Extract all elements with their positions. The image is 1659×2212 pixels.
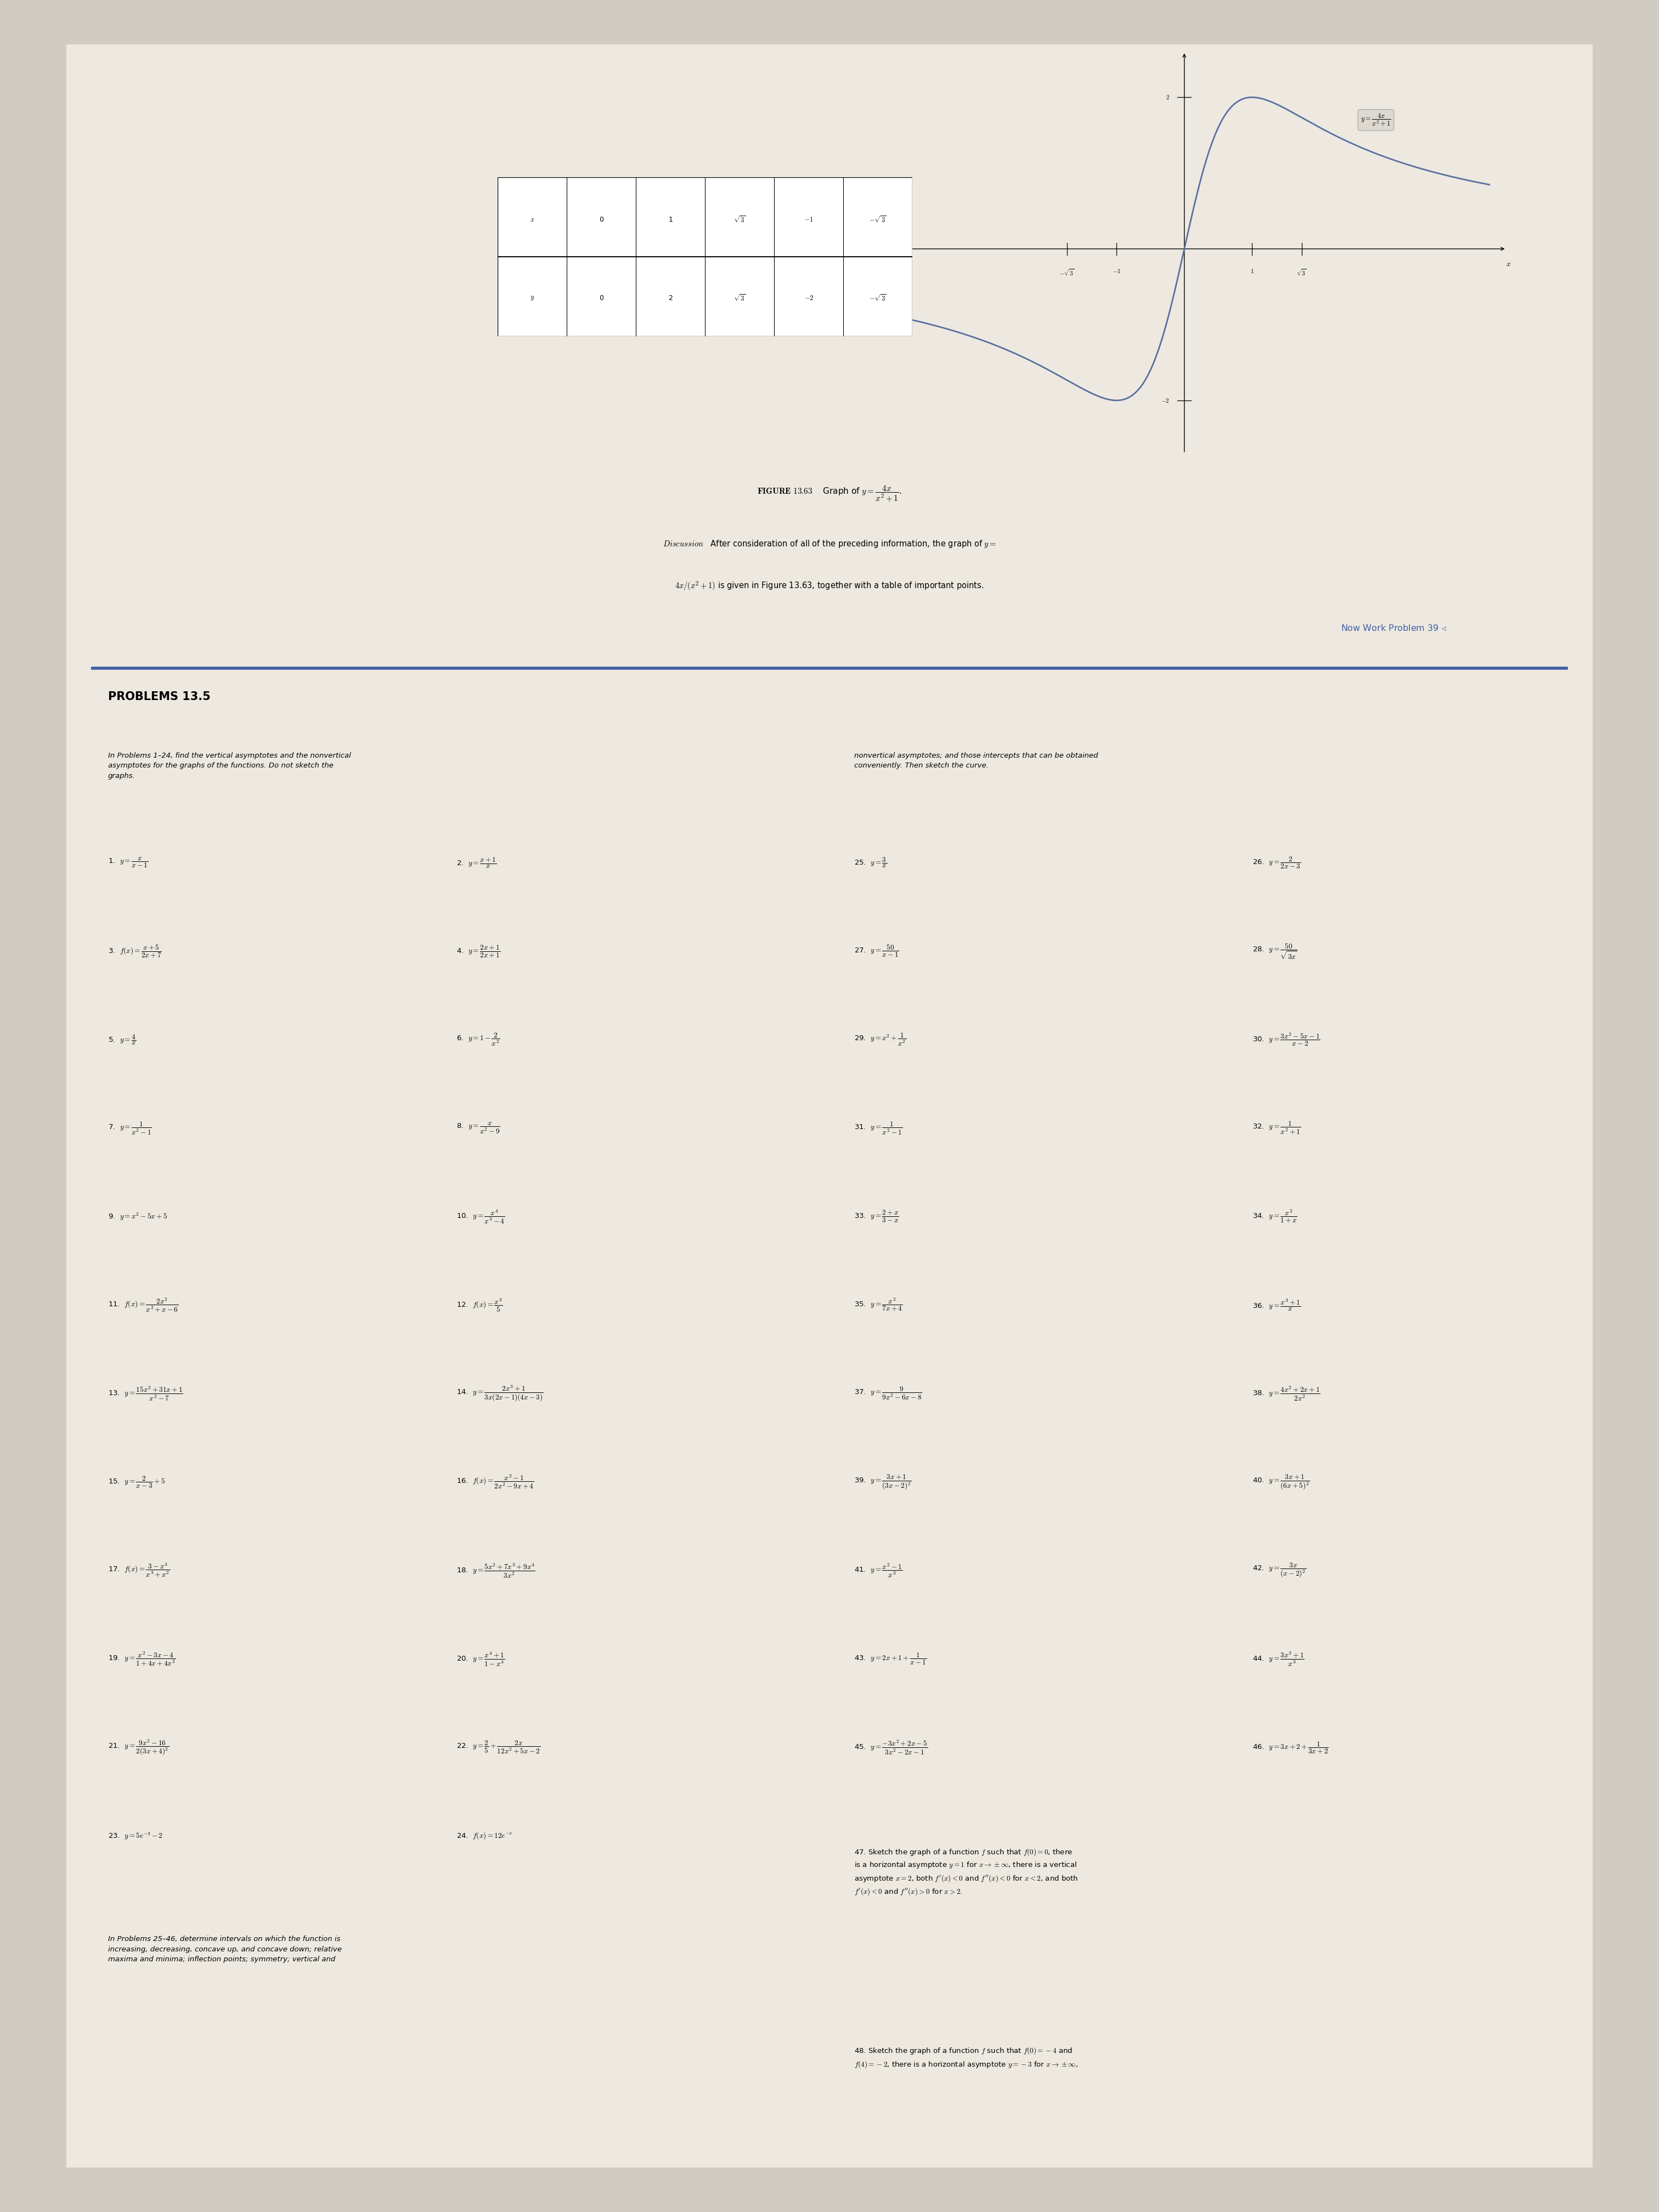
Text: 27.  $y = \dfrac{50}{x-1}$: 27. $y = \dfrac{50}{x-1}$	[854, 945, 899, 958]
Text: 31.  $y = \dfrac{1}{x^2-1}$: 31. $y = \dfrac{1}{x^2-1}$	[854, 1119, 902, 1137]
Text: 6.  $y = 1 - \dfrac{2}{x^2}$: 6. $y = 1 - \dfrac{2}{x^2}$	[456, 1031, 499, 1048]
Text: 32.  $y = \dfrac{1}{x^2+1}$: 32. $y = \dfrac{1}{x^2+1}$	[1253, 1119, 1301, 1137]
Text: 2.  $y = \dfrac{x+1}{x}$: 2. $y = \dfrac{x+1}{x}$	[456, 856, 496, 869]
Text: $x$: $x$	[529, 217, 534, 223]
Text: 33.  $y = \dfrac{2+x}{3-x}$: 33. $y = \dfrac{2+x}{3-x}$	[854, 1210, 899, 1223]
Text: $4x/(x^2 + 1)$ is given in Figure 13.63, together with a table of important poin: $4x/(x^2 + 1)$ is given in Figure 13.63,…	[675, 580, 984, 593]
Text: $-\sqrt{3}$: $-\sqrt{3}$	[869, 294, 886, 303]
Text: 10.  $y = \dfrac{x^4}{x^3-4}$: 10. $y = \dfrac{x^4}{x^3-4}$	[456, 1208, 504, 1225]
Text: $-1$: $-1$	[805, 217, 813, 223]
Text: 41.  $y = \dfrac{x^2-1}{x^3}$: 41. $y = \dfrac{x^2-1}{x^3}$	[854, 1562, 902, 1579]
Text: 18.  $y = \dfrac{5x^2+7x^3+9x^4}{3x^2}$: 18. $y = \dfrac{5x^2+7x^3+9x^4}{3x^2}$	[456, 1562, 536, 1579]
Text: 35.  $y = \dfrac{x^2}{7x+4}$: 35. $y = \dfrac{x^2}{7x+4}$	[854, 1296, 902, 1314]
Text: $\sqrt{3}$: $\sqrt{3}$	[733, 215, 745, 226]
Text: 46.  $y = 3x+2+\dfrac{1}{3x+2}$: 46. $y = 3x+2+\dfrac{1}{3x+2}$	[1253, 1741, 1329, 1754]
Text: 4.  $y = \dfrac{2x+1}{2x+1}$: 4. $y = \dfrac{2x+1}{2x+1}$	[456, 945, 499, 958]
Text: $-1$: $-1$	[1112, 268, 1121, 274]
Text: 21.  $y = \dfrac{9x^2-16}{2(3x+4)^2}$: 21. $y = \dfrac{9x^2-16}{2(3x+4)^2}$	[108, 1739, 169, 1756]
Text: 24.  $f(x) = 12e^{-x}$: 24. $f(x) = 12e^{-x}$	[456, 1832, 513, 1840]
Text: 11.  $f(x) = \dfrac{2x^2}{x^2+x-6}$: 11. $f(x) = \dfrac{2x^2}{x^2+x-6}$	[108, 1296, 178, 1314]
Text: 23.  $y = 5e^{-3} - 2$: 23. $y = 5e^{-3} - 2$	[108, 1832, 163, 1840]
Text: 40.  $y = \dfrac{3x+1}{(6x+5)^2}$: 40. $y = \dfrac{3x+1}{(6x+5)^2}$	[1253, 1473, 1311, 1491]
Text: 26.  $y = \dfrac{2}{2x-3}$: 26. $y = \dfrac{2}{2x-3}$	[1253, 856, 1301, 869]
Text: 44.  $y = \dfrac{3x^3+1}{x^3}$: 44. $y = \dfrac{3x^3+1}{x^3}$	[1253, 1650, 1304, 1668]
Text: 38.  $y = \dfrac{4x^2+2x+1}{2x^2}$: 38. $y = \dfrac{4x^2+2x+1}{2x^2}$	[1253, 1385, 1321, 1402]
Text: 0: 0	[599, 294, 604, 301]
Text: 34.  $y = \dfrac{x^2}{1+x}$: 34. $y = \dfrac{x^2}{1+x}$	[1253, 1208, 1297, 1225]
Text: 16.  $f(x) = \dfrac{x^2-1}{2x^2-9x+4}$: 16. $f(x) = \dfrac{x^2-1}{2x^2-9x+4}$	[456, 1473, 534, 1491]
Text: $y = \dfrac{4x}{x^2+1}$: $y = \dfrac{4x}{x^2+1}$	[1360, 113, 1392, 128]
Text: $\it{Discussion}$   After consideration of all of the preceding information, the: $\it{Discussion}$ After consideration of…	[662, 540, 997, 549]
Text: 8.  $y = \dfrac{x}{x^2-9}$: 8. $y = \dfrac{x}{x^2-9}$	[456, 1121, 499, 1135]
Text: $\mathbf{FIGURE\ 13.63}$    Graph of $y = \dfrac{4x}{x^2+1}$.: $\mathbf{FIGURE\ 13.63}$ Graph of $y = \…	[757, 484, 902, 502]
Text: 1: 1	[669, 217, 672, 223]
Text: PROBLEMS 13.5: PROBLEMS 13.5	[108, 692, 211, 701]
Text: 48. Sketch the graph of a function $f$ such that $f(0) = -4$ and
$f(4) = -2$, th: 48. Sketch the graph of a function $f$ s…	[854, 2046, 1078, 2070]
Text: 13.  $y = \dfrac{15x^2+31x+1}{x^2-7}$: 13. $y = \dfrac{15x^2+31x+1}{x^2-7}$	[108, 1385, 182, 1402]
Text: $2$: $2$	[1166, 93, 1170, 100]
Text: $1$: $1$	[1251, 268, 1254, 274]
Text: 28.  $y = \dfrac{50}{\sqrt{3x}}$: 28. $y = \dfrac{50}{\sqrt{3x}}$	[1253, 942, 1297, 960]
Text: 2: 2	[669, 294, 672, 301]
Text: nonvertical asymptotes; and those intercepts that can be obtained
conveniently. : nonvertical asymptotes; and those interc…	[854, 752, 1098, 770]
Text: 36.  $y = \dfrac{x^3+1}{x}$: 36. $y = \dfrac{x^3+1}{x}$	[1253, 1298, 1301, 1312]
Text: 19.  $y = \dfrac{x^2-3x-4}{1+4x+4x^2}$: 19. $y = \dfrac{x^2-3x-4}{1+4x+4x^2}$	[108, 1650, 176, 1668]
Text: 15.  $y = \dfrac{2}{x-3}+5$: 15. $y = \dfrac{2}{x-3}+5$	[108, 1475, 164, 1489]
Text: $\sqrt{3}$: $\sqrt{3}$	[1297, 268, 1307, 276]
Text: 37.  $y = \dfrac{9}{9x^2-6x-8}$: 37. $y = \dfrac{9}{9x^2-6x-8}$	[854, 1385, 922, 1402]
Text: $y$: $y$	[529, 294, 534, 301]
Text: 29.  $y = x^2 + \dfrac{1}{x^2}$: 29. $y = x^2 + \dfrac{1}{x^2}$	[854, 1031, 906, 1048]
Text: 25.  $y = \dfrac{3}{x}$: 25. $y = \dfrac{3}{x}$	[854, 856, 888, 869]
Text: 14.  $y = \dfrac{2x^3+1}{3x(2x-1)(4x-3)}$: 14. $y = \dfrac{2x^3+1}{3x(2x-1)(4x-3)}$	[456, 1385, 542, 1402]
Text: $\sqrt{3}$: $\sqrt{3}$	[733, 294, 745, 303]
Text: In Problems 1–24, find the vertical asymptotes and the nonvertical
asymptotes fo: In Problems 1–24, find the vertical asym…	[108, 752, 350, 779]
Text: 39.  $y = \dfrac{3x+1}{(3x-2)^2}$: 39. $y = \dfrac{3x+1}{(3x-2)^2}$	[854, 1473, 912, 1491]
Text: $x$: $x$	[1506, 261, 1511, 268]
Text: 9.  $y = x^2 - 5x + 5$: 9. $y = x^2 - 5x + 5$	[108, 1212, 168, 1221]
Text: Now Work Problem 39 $\triangleleft$: Now Work Problem 39 $\triangleleft$	[1340, 624, 1447, 633]
Text: 5.  $y = \dfrac{4}{x}$: 5. $y = \dfrac{4}{x}$	[108, 1033, 136, 1046]
Text: 1.  $y = \dfrac{x}{x-1}$: 1. $y = \dfrac{x}{x-1}$	[108, 856, 148, 869]
Text: In Problems 25–46, determine intervals on which the function is
increasing, decr: In Problems 25–46, determine intervals o…	[108, 1936, 342, 1962]
Text: $-2$: $-2$	[1161, 398, 1170, 405]
Text: 17.  $f(x) = \dfrac{3-x^4}{x^3+x^2}$: 17. $f(x) = \dfrac{3-x^4}{x^3+x^2}$	[108, 1562, 169, 1579]
Text: 7.  $y = \dfrac{1}{x^2-1}$: 7. $y = \dfrac{1}{x^2-1}$	[108, 1119, 151, 1137]
Text: 20.  $y = \dfrac{x^4+1}{1-x^4}$: 20. $y = \dfrac{x^4+1}{1-x^4}$	[456, 1650, 504, 1668]
Text: 43.  $y = 2x+1+\dfrac{1}{x-1}$: 43. $y = 2x+1+\dfrac{1}{x-1}$	[854, 1652, 927, 1666]
Text: $-\sqrt{3}$: $-\sqrt{3}$	[869, 215, 886, 226]
Text: $-2$: $-2$	[805, 294, 813, 301]
Text: 12.  $f(x) = \dfrac{x^3}{5}$: 12. $f(x) = \dfrac{x^3}{5}$	[456, 1296, 503, 1314]
Text: 22.  $y = \dfrac{2}{5} + \dfrac{2x}{12x^2+5x-2}$: 22. $y = \dfrac{2}{5} + \dfrac{2x}{12x^2…	[456, 1739, 541, 1756]
Text: 47. Sketch the graph of a function $f$ such that $f(0) = 0$, there
is a horizont: 47. Sketch the graph of a function $f$ s…	[854, 1847, 1078, 1896]
Text: 0: 0	[599, 217, 604, 223]
Text: 3.  $f(x) = \dfrac{x+5}{2x+7}$: 3. $f(x) = \dfrac{x+5}{2x+7}$	[108, 942, 161, 960]
Text: 42.  $y = \dfrac{3x}{(x-2)^2}$: 42. $y = \dfrac{3x}{(x-2)^2}$	[1253, 1562, 1306, 1579]
Text: 45.  $y = \dfrac{-3x^2+2x-5}{3x^2-2x-1}$: 45. $y = \dfrac{-3x^2+2x-5}{3x^2-2x-1}$	[854, 1739, 927, 1756]
Text: $-\sqrt{3}$: $-\sqrt{3}$	[1060, 268, 1075, 276]
Text: 30.  $y = \dfrac{3x^2-5x-1}{x-2}$: 30. $y = \dfrac{3x^2-5x-1}{x-2}$	[1253, 1031, 1321, 1048]
